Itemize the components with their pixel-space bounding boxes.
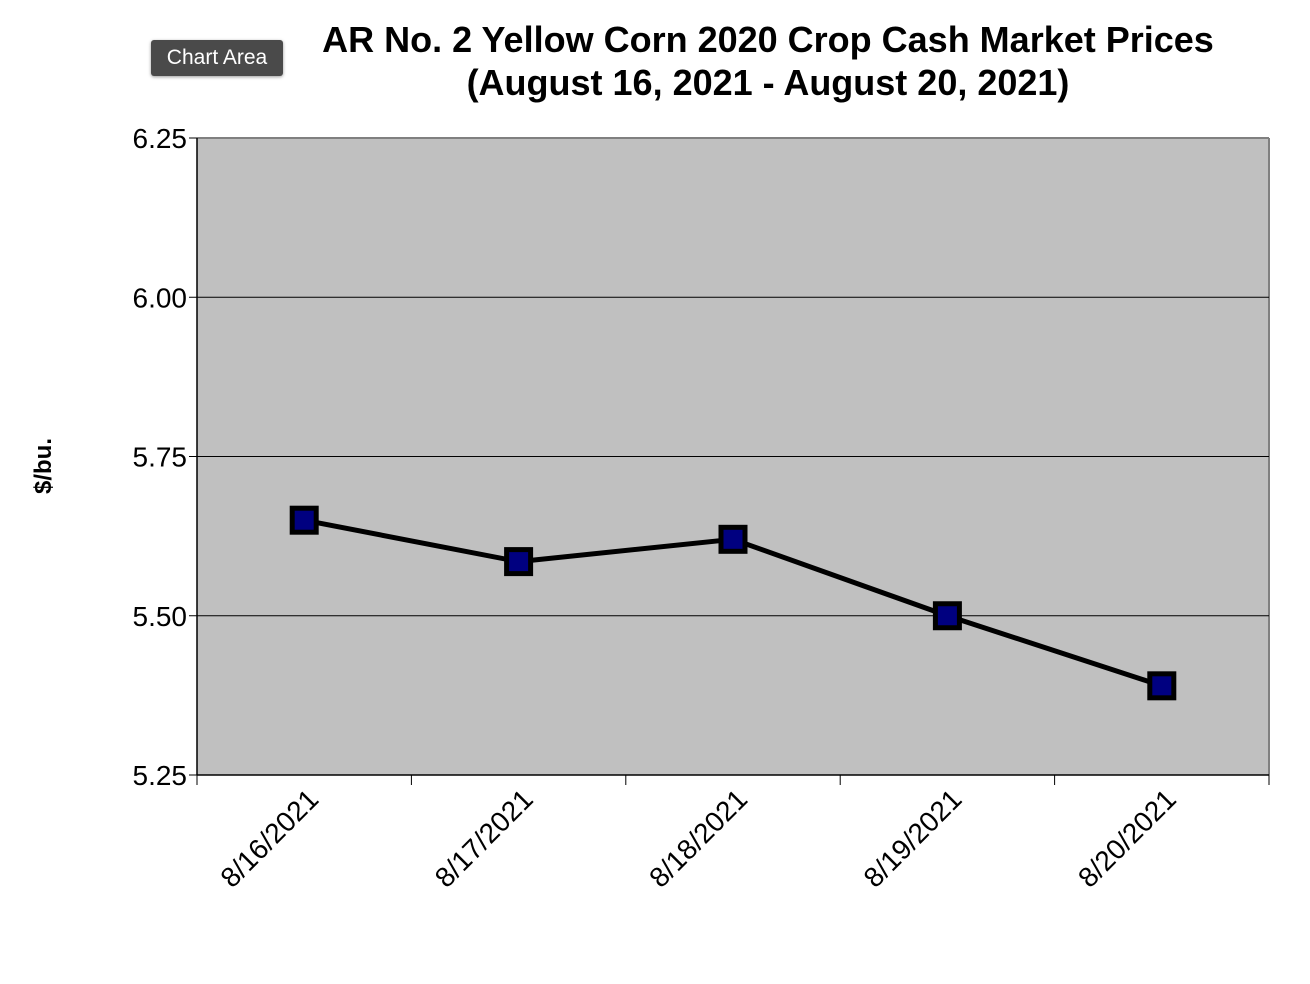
data-point-marker[interactable]: [1147, 671, 1177, 701]
data-point-marker[interactable]: [504, 547, 534, 577]
data-point-marker[interactable]: [718, 524, 748, 554]
data-point-marker[interactable]: [289, 505, 319, 535]
chart-title-line2: (August 16, 2021 - August 20, 2021): [467, 62, 1070, 103]
chart-area-tooltip: Chart Area: [151, 40, 283, 76]
price-series: [289, 505, 1177, 701]
x-tick-label: 8/20/2021: [1072, 783, 1182, 893]
y-tick-label: 6.25: [133, 123, 188, 154]
x-tick-label: 8/16/2021: [214, 783, 324, 893]
y-tick-label: 5.75: [133, 442, 188, 473]
chart-title-line1: AR No. 2 Yellow Corn 2020 Crop Cash Mark…: [322, 19, 1214, 60]
y-tick-labels: 5.25 5.50 5.75 6.00 6.25: [133, 123, 188, 791]
gridlines: [197, 296, 1269, 617]
x-tick-label: 8/18/2021: [643, 783, 753, 893]
data-point-marker[interactable]: [932, 601, 962, 631]
y-tick-label: 6.00: [133, 282, 188, 313]
x-tick-labels: 8/16/2021 8/17/2021 8/18/2021 8/19/2021 8/20…: [214, 783, 1182, 893]
y-tick-label: 5.25: [133, 760, 188, 791]
y-axis-label: $/bu.: [30, 438, 57, 494]
axes: [189, 137, 1270, 785]
x-tick-label: 8/19/2021: [858, 783, 968, 893]
y-tick-label: 5.50: [133, 601, 188, 632]
x-tick-label: 8/17/2021: [429, 783, 539, 893]
